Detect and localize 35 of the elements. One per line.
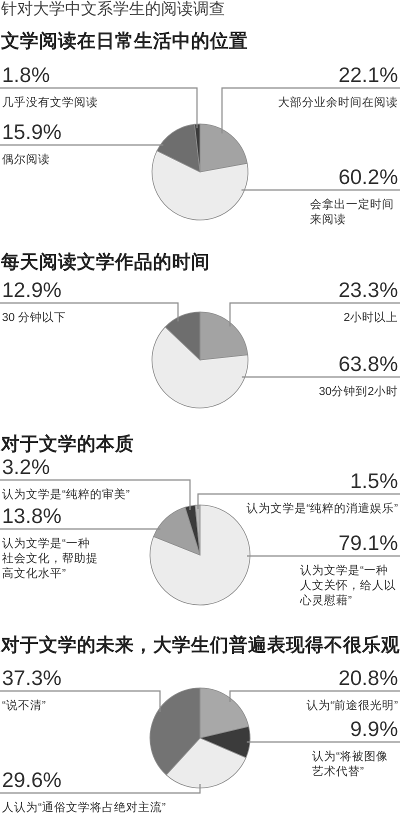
slice-label: 偶尔阅读 — [2, 153, 50, 166]
data-label: 63.8% — [338, 353, 398, 376]
data-label: 9.9% — [350, 718, 398, 741]
data-label: 20.8% — [338, 667, 398, 690]
chart-title: 文学阅读在日常生活中的位置 — [1, 29, 248, 53]
slice-label: 30分钟到2小时 — [318, 385, 398, 398]
data-label: 1.5% — [350, 470, 398, 493]
data-label: 79.1% — [338, 532, 398, 555]
data-label: 60.2% — [338, 166, 398, 189]
slice-label: 认为“前途很光明” — [306, 699, 398, 712]
slice-label: 认为文学是“一种人文关怀，给人以心灵慰藉” — [299, 563, 396, 607]
data-label: 3.2% — [2, 456, 50, 479]
slice-label: “说不清” — [2, 699, 46, 712]
data-label: 23.3% — [338, 279, 398, 302]
data-label: 29.6% — [2, 769, 62, 792]
slice-label: 30 分钟以下 — [2, 311, 66, 324]
slice-label: 会拿出一定时间来阅读 — [310, 197, 394, 226]
slice-label: 人认为“通俗文学将占绝对主流” — [2, 800, 166, 814]
slice-label: 2小时以上 — [344, 311, 398, 324]
slice-label: 认为文学是“一种社会文化，帮助提高文化水平” — [2, 536, 98, 580]
slice-label: 认为文学是“纯粹的消遣娱乐” — [246, 501, 398, 515]
data-label: 15.9% — [2, 121, 62, 144]
slice-label: 大部分业余时间在阅读 — [278, 95, 398, 109]
chart-title: 每天阅读文学作品的时间 — [1, 250, 210, 274]
data-label: 12.9% — [2, 279, 62, 302]
slice-label: 认为文学是“纯粹的审美” — [2, 487, 130, 501]
slice-label: 几乎没有文学阅读 — [2, 95, 98, 109]
data-label: 1.8% — [2, 64, 50, 87]
data-label: 22.1% — [338, 64, 398, 87]
chart-title: 对于文学的未来，大学生们普遍表现得不很乐观 — [1, 633, 400, 657]
slice-label: 认为“将被图像艺术代替” — [312, 750, 388, 778]
data-label: 37.3% — [2, 667, 62, 690]
data-label: 13.8% — [2, 505, 62, 528]
chart-title: 对于文学的本质 — [1, 432, 134, 456]
text: 针对大学中文系学生的阅读调查 — [1, 0, 225, 20]
